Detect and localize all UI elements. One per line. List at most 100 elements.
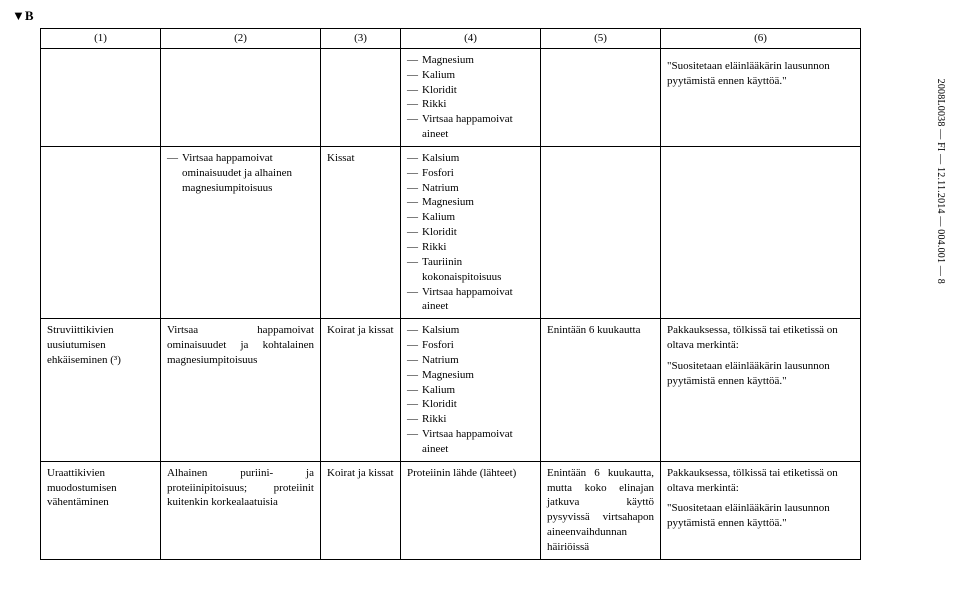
cell-3-2: Virtsaa happamoivat ominaisuudet ja koht… xyxy=(161,319,321,462)
dash-icon: — xyxy=(407,338,422,353)
dash-icon: — xyxy=(407,195,422,210)
list-item: —Kalium xyxy=(407,68,534,83)
dash-icon: — xyxy=(407,285,422,315)
list-item-text: Kalium xyxy=(422,383,534,398)
cell-text: "Suositetaan eläinlääkärin lausunnon pyy… xyxy=(667,59,854,89)
header-col-3: (3) xyxy=(321,29,401,49)
cell-1-4: —Magnesium—Kalium—Kloridit—Rikki—Virtsaa… xyxy=(401,48,541,146)
list-item-text: Kloridit xyxy=(422,83,534,98)
table-header-row: (1) (2) (3) (4) (5) (6) xyxy=(41,29,861,49)
section-marker: ▼B xyxy=(12,8,948,24)
list-item-text: Virtsaa happamoivat ominaisuudet ja alha… xyxy=(182,151,314,196)
cell-4-1: Uraattikivien muodostumisen vähentäminen xyxy=(41,461,161,559)
cell-1-5 xyxy=(541,48,661,146)
list-item: —Kalsium xyxy=(407,323,534,338)
cell-3-3: Koirat ja kissat xyxy=(321,319,401,462)
dash-icon: — xyxy=(407,353,422,368)
list-item-text: Virtsaa happamoivat aineet xyxy=(422,427,534,457)
dash-icon: — xyxy=(407,397,422,412)
cell-3-4: —Kalsium—Fosfori—Natrium—Magnesium—Kaliu… xyxy=(401,319,541,462)
cell-4-4: Proteiinin lähde (lähteet) xyxy=(401,461,541,559)
cell-2-2: —Virtsaa happamoivat ominaisuudet ja alh… xyxy=(161,146,321,318)
list-item: —Rikki xyxy=(407,97,534,112)
list-item-text: Magnesium xyxy=(422,53,534,68)
list-item: —Kloridit xyxy=(407,83,534,98)
page-side-label: 2008L0038 — FI — 12.11.2014 — 004.001 — … xyxy=(935,79,946,284)
cell-1-3 xyxy=(321,48,401,146)
header-col-2: (2) xyxy=(161,29,321,49)
list-item-text: Kloridit xyxy=(422,225,534,240)
table-row: Uraattikivien muodostumisen vähentäminen… xyxy=(41,461,861,559)
list-item: —Virtsaa happamoivat aineet xyxy=(407,427,534,457)
cell-1-6: "Suositetaan eläinlääkärin lausunnon pyy… xyxy=(661,48,861,146)
header-col-1: (1) xyxy=(41,29,161,49)
list-item-text: Kalsium xyxy=(422,151,534,166)
list-item-text: Kloridit xyxy=(422,397,534,412)
table-row: —Magnesium—Kalium—Kloridit—Rikki—Virtsaa… xyxy=(41,48,861,146)
dash-icon: — xyxy=(407,368,422,383)
dash-icon: — xyxy=(407,97,422,112)
cell-2-1 xyxy=(41,146,161,318)
list-item: —Natrium xyxy=(407,353,534,368)
cell-text: Pakkauksessa, tölkissä tai etiketissä on… xyxy=(667,323,854,353)
list-item: —Magnesium xyxy=(407,53,534,68)
dash-icon: — xyxy=(407,112,422,142)
list-item-text: Rikki xyxy=(422,97,534,112)
dash-icon: — xyxy=(167,151,182,196)
cell-1-1 xyxy=(41,48,161,146)
cell-3-1: Struviittikivien uusiutumisen ehkäisemin… xyxy=(41,319,161,462)
dash-icon: — xyxy=(407,53,422,68)
dash-icon: — xyxy=(407,323,422,338)
list-item-text: Rikki xyxy=(422,412,534,427)
list-item: —Kalium xyxy=(407,383,534,398)
cell-2-6 xyxy=(661,146,861,318)
cell-3-6: Pakkauksessa, tölkissä tai etiketissä on… xyxy=(661,319,861,462)
list-item: —Magnesium xyxy=(407,195,534,210)
list-item-text: Virtsaa happamoivat aineet xyxy=(422,112,534,142)
dash-icon: — xyxy=(407,383,422,398)
list-item-text: Kalium xyxy=(422,68,534,83)
list-item-text: Natrium xyxy=(422,353,534,368)
cell-3-5: Enintään 6 kuukautta xyxy=(541,319,661,462)
dash-icon: — xyxy=(407,240,422,255)
dash-icon: — xyxy=(407,427,422,457)
table-row: Struviittikivien uusiutumisen ehkäisemin… xyxy=(41,319,861,462)
dash-icon: — xyxy=(407,68,422,83)
list-item: —Fosfori xyxy=(407,166,534,181)
list-item-text: Kalsium xyxy=(422,323,534,338)
cell-2-3: Kissat xyxy=(321,146,401,318)
list-item: —Virtsaa happamoivat ominaisuudet ja alh… xyxy=(167,151,314,196)
list-item-text: Magnesium xyxy=(422,368,534,383)
dash-icon: — xyxy=(407,412,422,427)
list-item-text: Fosfori xyxy=(422,338,534,353)
cell-4-3: Koirat ja kissat xyxy=(321,461,401,559)
list-item: —Kalsium xyxy=(407,151,534,166)
list-item-text: Virtsaa happamoivat aineet xyxy=(422,285,534,315)
dash-icon: — xyxy=(407,255,422,285)
list-item: —Kloridit xyxy=(407,225,534,240)
dash-icon: — xyxy=(407,225,422,240)
list-item-text: Tauriinin kokonaispitoisuus xyxy=(422,255,534,285)
table-row: —Virtsaa happamoivat ominaisuudet ja alh… xyxy=(41,146,861,318)
list-item: —Kloridit xyxy=(407,397,534,412)
dash-icon: — xyxy=(407,210,422,225)
list-item: —Natrium xyxy=(407,181,534,196)
dash-icon: — xyxy=(407,181,422,196)
list-item-text: Fosfori xyxy=(422,166,534,181)
dash-icon: — xyxy=(407,83,422,98)
list-item: —Kalium xyxy=(407,210,534,225)
cell-4-2: Alhainen puriini- ja proteiinipitoisuus;… xyxy=(161,461,321,559)
cell-text: "Suositetaan eläinlääkärin lausunnon pyy… xyxy=(667,359,854,389)
list-item: —Rikki xyxy=(407,240,534,255)
cell-text: "Suositetaan eläinlääkärin lausunnon pyy… xyxy=(667,501,854,531)
header-col-6: (6) xyxy=(661,29,861,49)
header-col-5: (5) xyxy=(541,29,661,49)
regulation-table: (1) (2) (3) (4) (5) (6) —Magnesium—Kaliu… xyxy=(40,28,861,560)
list-item: —Virtsaa happamoivat aineet xyxy=(407,285,534,315)
cell-1-2 xyxy=(161,48,321,146)
dash-icon: — xyxy=(407,166,422,181)
cell-text: Pakkauksessa, tölkissä tai etiketissä on… xyxy=(667,466,854,496)
cell-4-6: Pakkauksessa, tölkissä tai etiketissä on… xyxy=(661,461,861,559)
list-item-text: Rikki xyxy=(422,240,534,255)
cell-2-5 xyxy=(541,146,661,318)
